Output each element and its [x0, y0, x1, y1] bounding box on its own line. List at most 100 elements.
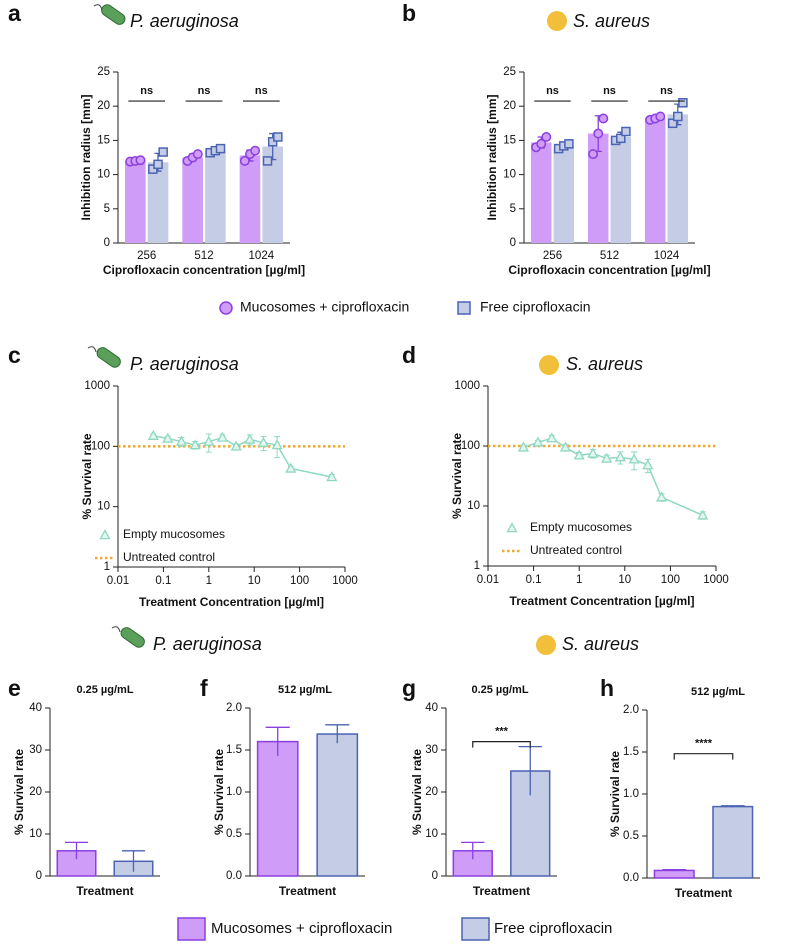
y-tick-label: 0	[510, 237, 516, 249]
data-point	[546, 432, 558, 443]
data-point	[559, 441, 572, 452]
y-axis-label: % Survival rate	[212, 749, 226, 835]
y-tick-label: 100	[461, 440, 480, 452]
x-tick-label: 0.01	[107, 575, 129, 587]
y-tick-label: 10	[467, 500, 480, 512]
error-bar	[265, 726, 290, 756]
legend-label: Mucosomes + ciprofloxacin	[240, 299, 409, 315]
panel-subtitle: 0.25 µg/mL	[76, 684, 133, 696]
y-tick-label: 0	[36, 870, 42, 882]
y-tick-label: 0.5	[623, 830, 639, 842]
y-tick-label: 10	[97, 501, 110, 513]
x-tick-label: 0.1	[526, 574, 542, 586]
bar	[610, 136, 632, 243]
y-tick-label: 10	[29, 828, 42, 840]
data-point	[244, 433, 256, 444]
error-bar	[64, 841, 89, 860]
significance-label: ns	[546, 85, 559, 97]
y-tick-label: 2.0	[226, 702, 242, 714]
x-tick-label: 1	[206, 575, 212, 587]
bar	[644, 118, 666, 243]
legend-marker	[461, 917, 490, 941]
data-point	[614, 451, 626, 462]
y-tick-label: 0	[432, 870, 438, 882]
data-point	[655, 111, 666, 122]
data-point	[230, 440, 242, 451]
data-point	[267, 137, 278, 147]
y-axis-label: Inhibition radius [mm]	[79, 95, 93, 221]
data-point	[147, 429, 159, 440]
panel-letter: a	[8, 0, 21, 26]
y-tick-label: 1	[474, 560, 480, 572]
data-point	[655, 491, 668, 502]
y-tick-label: 25	[97, 66, 110, 78]
group-title: S. aureus	[562, 634, 639, 654]
error-bar	[720, 805, 745, 808]
y-tick-label: 1.0	[226, 786, 242, 798]
bar	[256, 740, 299, 877]
data-point	[598, 113, 609, 124]
bar	[239, 155, 261, 243]
significance-bracket	[472, 741, 531, 748]
y-tick-label: 30	[29, 744, 42, 756]
data-point	[601, 452, 613, 463]
x-tick-label: 256	[543, 250, 562, 262]
data-point	[621, 126, 631, 137]
y-tick-label: 5	[104, 203, 110, 215]
data-point	[189, 439, 201, 450]
significance-label: ns	[603, 85, 616, 97]
data-point	[215, 143, 226, 154]
panel-title: P. aeruginosa	[130, 11, 239, 31]
y-tick-label: 40	[29, 702, 42, 714]
x-tick-label: 1	[576, 574, 582, 586]
panel-subtitle: 0.25 µg/mL	[471, 684, 528, 696]
panel-letter: b	[402, 0, 416, 26]
y-tick-label: 0.0	[226, 870, 242, 882]
legend-label: Untreated control	[530, 543, 622, 557]
data-point	[587, 447, 599, 458]
bar	[667, 114, 689, 244]
data-point	[250, 145, 261, 156]
data-point	[192, 149, 203, 160]
data-point	[517, 441, 530, 452]
data-point	[673, 111, 683, 122]
x-axis-label: Treatment	[473, 884, 530, 898]
x-tick-label: 512	[600, 250, 619, 262]
x-axis-label: Ciprofloxacin concentration [µg/ml]	[103, 263, 305, 277]
data-point	[162, 432, 174, 443]
x-axis-label: Treatment	[675, 886, 732, 900]
icon-bacterium	[87, 346, 121, 368]
legend-marker	[177, 917, 206, 941]
bar	[712, 805, 754, 879]
legend-marker	[457, 301, 471, 315]
x-tick-label: 10	[248, 575, 261, 587]
x-axis-label: Treatment	[279, 884, 336, 898]
y-tick-label: 15	[97, 134, 110, 146]
data-point	[541, 132, 552, 142]
y-tick-label: 1.5	[226, 744, 242, 756]
y-tick-label: 0.5	[226, 828, 242, 840]
data-point	[271, 439, 283, 450]
significance-label: ns	[140, 85, 153, 97]
y-axis-label: Inhibition radius [mm]	[485, 95, 499, 221]
data-point	[326, 471, 338, 482]
y-tick-label: 2.0	[623, 704, 639, 716]
error-bar	[121, 850, 146, 872]
y-tick-label: 30	[425, 744, 438, 756]
panel-letter: c	[8, 342, 21, 368]
y-tick-label: 25	[503, 66, 516, 78]
y-axis-label: % Survival rate	[80, 433, 94, 519]
x-tick-label: 0.01	[477, 574, 499, 586]
y-tick-label: 0	[104, 237, 110, 249]
bar	[530, 142, 552, 243]
icon-coccus	[547, 11, 567, 31]
panel-letter: e	[8, 675, 21, 701]
x-axis-label: Treatment Concentration [µg/ml]	[510, 594, 695, 608]
significance-label: ***	[495, 726, 509, 738]
panel-letter: g	[402, 675, 416, 701]
significance-label: ns	[660, 85, 673, 97]
icon-bacterium	[111, 626, 145, 648]
y-tick-label: 5	[510, 203, 516, 215]
legend-label: Mucosomes + ciprofloxacin	[211, 920, 392, 937]
